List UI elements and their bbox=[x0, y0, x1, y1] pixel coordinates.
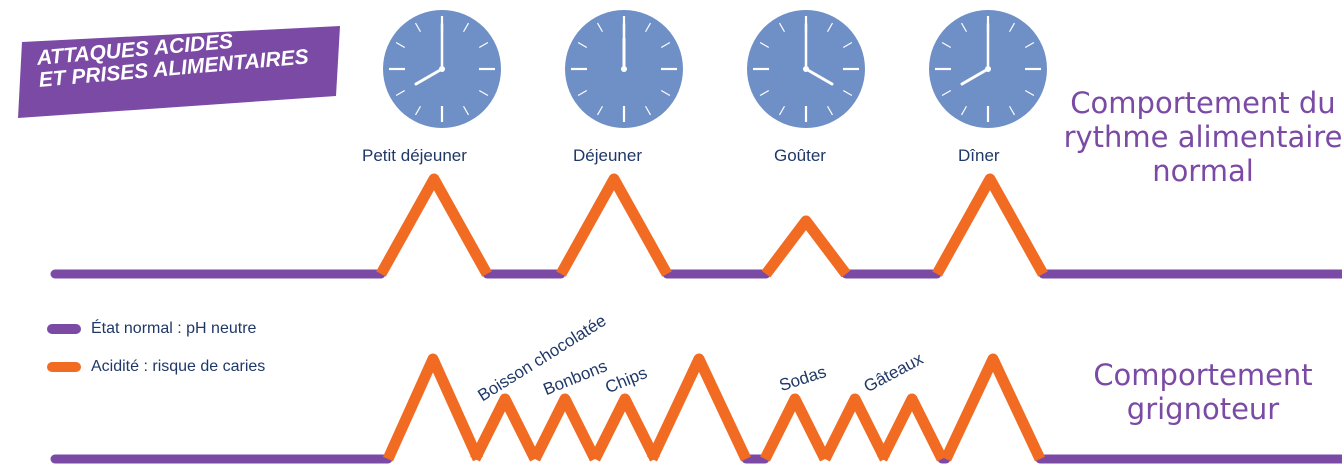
acid-peak bbox=[820, 393, 890, 462]
clock-icon bbox=[565, 10, 683, 128]
legend-label-neutral: État normal : pH neutre bbox=[91, 320, 257, 337]
legend-item-acid: Acidité : risque de caries bbox=[47, 358, 265, 376]
clock-tick bbox=[759, 89, 770, 97]
clock-hour-hand bbox=[960, 67, 990, 86]
acid-peak bbox=[932, 173, 1048, 277]
clock-tick bbox=[644, 105, 652, 116]
clock-tick bbox=[759, 41, 770, 49]
acid-peak bbox=[382, 353, 484, 462]
clock-center bbox=[985, 66, 991, 72]
clock-tick bbox=[941, 89, 952, 97]
meal-label-diner: Dîner bbox=[958, 146, 1000, 165]
acid-peak bbox=[470, 393, 540, 462]
clock-center bbox=[621, 66, 627, 72]
clock-center bbox=[439, 66, 445, 72]
clock-icon bbox=[747, 10, 865, 128]
acid-peak bbox=[376, 173, 492, 277]
clock-tick bbox=[1024, 41, 1035, 49]
meal-label-gouter: Goûter bbox=[774, 146, 826, 165]
clock-tick bbox=[1008, 105, 1016, 116]
clock-tick bbox=[478, 41, 489, 49]
clock-tick bbox=[941, 41, 952, 49]
acid-peak bbox=[760, 393, 830, 462]
acid-peak bbox=[556, 173, 672, 277]
clock-tick bbox=[577, 89, 588, 97]
acid-peak bbox=[590, 393, 660, 462]
clock-tick bbox=[960, 105, 968, 116]
clock-tick bbox=[395, 41, 406, 49]
title-badge-shape bbox=[18, 26, 340, 118]
behavior-label-normal: Comportement du rythme alimentaire norma… bbox=[1063, 86, 1342, 188]
clock-tick bbox=[644, 22, 652, 33]
acid-peak bbox=[761, 215, 851, 278]
row-normal bbox=[50, 173, 1342, 279]
meal-label-petit-dejeuner: Petit déjeuner bbox=[362, 146, 467, 165]
legend-swatch-acid bbox=[47, 362, 81, 372]
clock-tick bbox=[577, 41, 588, 49]
title-badge: ATTAQUES ACIDES ET PRISES ALIMENTAIRES bbox=[14, 22, 348, 122]
clock-tick bbox=[1024, 89, 1035, 97]
row-snacker bbox=[50, 353, 1342, 464]
acid-peak bbox=[941, 353, 1045, 462]
acid-peak bbox=[877, 393, 947, 462]
clock-tick bbox=[596, 22, 604, 33]
clock-tick bbox=[660, 89, 671, 97]
clock-tick bbox=[826, 22, 834, 33]
clock-center bbox=[803, 66, 809, 72]
clock-tick bbox=[1008, 22, 1016, 33]
clock-tick bbox=[414, 105, 422, 116]
behavior-label-snacker: Comportement grignoteur bbox=[1093, 358, 1313, 426]
clock-tick bbox=[462, 22, 470, 33]
meal-label-dejeuner: Déjeuner bbox=[573, 146, 642, 165]
clock-tick bbox=[395, 89, 406, 97]
clock-tick bbox=[414, 22, 422, 33]
clock-icon bbox=[383, 10, 501, 128]
clocks-layer bbox=[383, 10, 1047, 128]
clock-tick bbox=[596, 105, 604, 116]
legend-swatch-neutral bbox=[47, 324, 81, 334]
clock-tick bbox=[826, 105, 834, 116]
clock-hour-hand bbox=[804, 67, 834, 86]
acid-peak bbox=[647, 353, 751, 462]
clock-tick bbox=[462, 105, 470, 116]
acid-peak bbox=[530, 393, 600, 462]
clock-tick bbox=[778, 22, 786, 33]
clock-tick bbox=[478, 89, 489, 97]
clock-icon bbox=[929, 10, 1047, 128]
clock-tick bbox=[842, 41, 853, 49]
clock-tick bbox=[660, 41, 671, 49]
legend-item-neutral: État normal : pH neutre bbox=[47, 320, 256, 338]
clock-tick bbox=[778, 105, 786, 116]
clock-hour-hand bbox=[414, 67, 444, 86]
clock-tick bbox=[842, 89, 853, 97]
clock-tick bbox=[960, 22, 968, 33]
legend-label-acid: Acidité : risque de caries bbox=[91, 358, 266, 375]
